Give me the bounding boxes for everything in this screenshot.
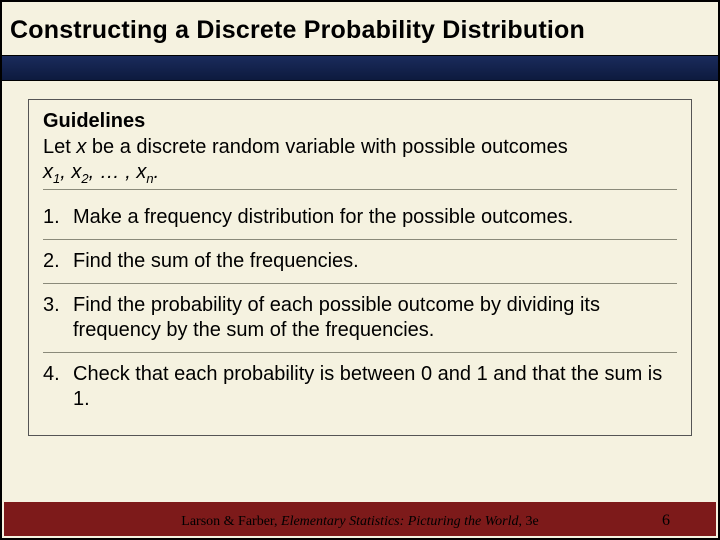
- guidelines-heading: Guidelines: [43, 110, 677, 133]
- nav-bar: [2, 55, 718, 81]
- footer-citation: Larson & Farber, Elementary Statistics: …: [2, 514, 718, 530]
- footer-title: Elementary Statistics: Picturing the Wor…: [281, 514, 518, 529]
- footer-edition: , 3e: [518, 514, 538, 529]
- step-item: 2.Find the sum of the frequencies.: [43, 240, 677, 283]
- step-item: 4.Check that each probability is between…: [43, 353, 677, 421]
- step-number: 3.: [43, 293, 71, 343]
- intro-text: Let x be a discrete random variable with…: [43, 135, 677, 187]
- content-area: Guidelines Let x be a discrete random va…: [2, 81, 718, 436]
- step-number: 4.: [43, 362, 71, 412]
- step-number: 1.: [43, 205, 71, 230]
- step-text: Make a frequency distribution for the po…: [71, 205, 677, 230]
- intro-outcomes: x1, x2, … , xn.: [43, 161, 159, 183]
- step-number: 2.: [43, 249, 71, 274]
- step-text: Check that each probability is between 0…: [71, 362, 677, 412]
- page-number: 6: [662, 512, 670, 530]
- slide: Constructing a Discrete Probability Dist…: [0, 0, 720, 540]
- intro-prefix: Let: [43, 136, 76, 158]
- guidelines-box: Guidelines Let x be a discrete random va…: [28, 99, 692, 436]
- steps-list: 1.Make a frequency distribution for the …: [43, 196, 677, 421]
- intro-variable: x: [76, 136, 86, 158]
- page-title: Constructing a Discrete Probability Dist…: [2, 2, 718, 55]
- intro-mid: be a discrete random variable with possi…: [86, 136, 567, 158]
- footer-author: Larson & Farber,: [181, 514, 281, 529]
- step-text: Find the probability of each possible ou…: [71, 293, 677, 343]
- divider: [43, 189, 677, 190]
- step-item: 1.Make a frequency distribution for the …: [43, 196, 677, 239]
- step-item: 3.Find the probability of each possible …: [43, 284, 677, 352]
- step-text: Find the sum of the frequencies.: [71, 249, 677, 274]
